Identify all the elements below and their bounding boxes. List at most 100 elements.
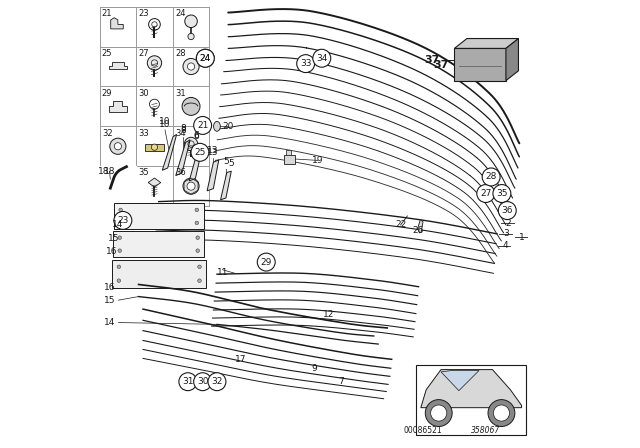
- Circle shape: [188, 33, 194, 40]
- Text: 14: 14: [112, 220, 123, 229]
- Text: 30: 30: [138, 89, 149, 98]
- Circle shape: [196, 249, 200, 253]
- Circle shape: [187, 182, 195, 190]
- Polygon shape: [421, 370, 522, 408]
- Text: 8: 8: [180, 126, 186, 135]
- Circle shape: [179, 373, 197, 391]
- Text: 33: 33: [138, 129, 149, 138]
- Circle shape: [184, 137, 198, 151]
- Circle shape: [208, 373, 226, 391]
- Text: 6: 6: [193, 132, 199, 141]
- Text: 11: 11: [216, 268, 228, 277]
- Bar: [114, 203, 204, 229]
- Text: 23: 23: [117, 216, 129, 225]
- Circle shape: [198, 279, 201, 283]
- Circle shape: [477, 185, 495, 202]
- Text: 358067: 358067: [471, 426, 500, 435]
- Circle shape: [185, 15, 197, 28]
- Polygon shape: [145, 143, 164, 151]
- Circle shape: [488, 400, 515, 426]
- Circle shape: [114, 211, 132, 229]
- Text: 31: 31: [182, 377, 193, 386]
- Bar: [112, 260, 206, 288]
- Text: 29: 29: [260, 258, 272, 267]
- Text: 37: 37: [425, 55, 440, 65]
- Circle shape: [482, 168, 500, 186]
- Text: 24: 24: [175, 9, 186, 18]
- Polygon shape: [506, 39, 518, 81]
- Polygon shape: [441, 370, 479, 391]
- Circle shape: [313, 49, 331, 67]
- Circle shape: [499, 202, 516, 220]
- Text: 8: 8: [180, 124, 186, 133]
- Text: 29: 29: [102, 89, 113, 98]
- Circle shape: [110, 138, 126, 154]
- Text: 28: 28: [486, 172, 497, 181]
- Bar: [100, 166, 136, 206]
- Text: 24: 24: [200, 54, 211, 63]
- Text: 16: 16: [106, 247, 118, 256]
- Polygon shape: [207, 160, 219, 191]
- Text: 32: 32: [211, 377, 223, 386]
- Text: 18: 18: [99, 167, 110, 176]
- Text: 36: 36: [502, 206, 513, 215]
- Circle shape: [194, 116, 212, 134]
- Circle shape: [493, 185, 511, 202]
- Text: 15: 15: [104, 296, 115, 305]
- Circle shape: [117, 279, 121, 283]
- Circle shape: [119, 221, 122, 225]
- Circle shape: [297, 55, 315, 73]
- Circle shape: [117, 265, 121, 269]
- Polygon shape: [109, 62, 127, 69]
- Text: 27: 27: [480, 189, 492, 198]
- Polygon shape: [189, 146, 203, 181]
- Text: 26: 26: [412, 226, 423, 235]
- Text: 1: 1: [519, 233, 524, 242]
- Circle shape: [182, 97, 200, 115]
- Circle shape: [147, 56, 162, 70]
- Circle shape: [257, 253, 275, 271]
- Ellipse shape: [214, 121, 220, 131]
- Polygon shape: [418, 220, 423, 233]
- Text: 21: 21: [102, 9, 113, 18]
- Text: 28: 28: [175, 49, 186, 58]
- Circle shape: [119, 208, 122, 212]
- Text: 37: 37: [433, 60, 449, 70]
- Circle shape: [431, 405, 447, 421]
- Circle shape: [195, 208, 198, 212]
- Text: 10: 10: [159, 120, 171, 129]
- Circle shape: [426, 400, 452, 426]
- Text: 5: 5: [228, 159, 234, 168]
- Text: 17: 17: [234, 355, 246, 364]
- Text: 20: 20: [223, 122, 234, 131]
- Circle shape: [194, 373, 212, 391]
- Text: 15: 15: [108, 234, 120, 243]
- Circle shape: [118, 236, 122, 240]
- Circle shape: [493, 405, 509, 421]
- Circle shape: [198, 265, 201, 269]
- Circle shape: [118, 249, 122, 253]
- Circle shape: [191, 143, 209, 161]
- Text: 22: 22: [395, 220, 406, 229]
- Polygon shape: [148, 178, 161, 187]
- Text: 12: 12: [323, 310, 335, 319]
- Text: 14: 14: [104, 318, 115, 327]
- Circle shape: [196, 49, 214, 67]
- Polygon shape: [454, 39, 518, 48]
- Text: 16: 16: [104, 283, 115, 292]
- Text: 32: 32: [102, 129, 113, 138]
- Circle shape: [188, 63, 195, 70]
- Text: 35: 35: [138, 168, 149, 177]
- Text: 25: 25: [195, 148, 205, 157]
- Text: 10: 10: [159, 117, 171, 126]
- Text: 24: 24: [200, 54, 211, 63]
- Text: 36: 36: [175, 168, 186, 177]
- Text: 4: 4: [502, 241, 508, 250]
- Bar: [284, 155, 296, 164]
- Bar: [454, 48, 506, 81]
- Circle shape: [183, 178, 199, 194]
- Text: 13: 13: [207, 148, 219, 157]
- Text: 00086521: 00086521: [404, 426, 442, 435]
- Text: 33: 33: [300, 59, 312, 68]
- Text: 9: 9: [312, 364, 317, 373]
